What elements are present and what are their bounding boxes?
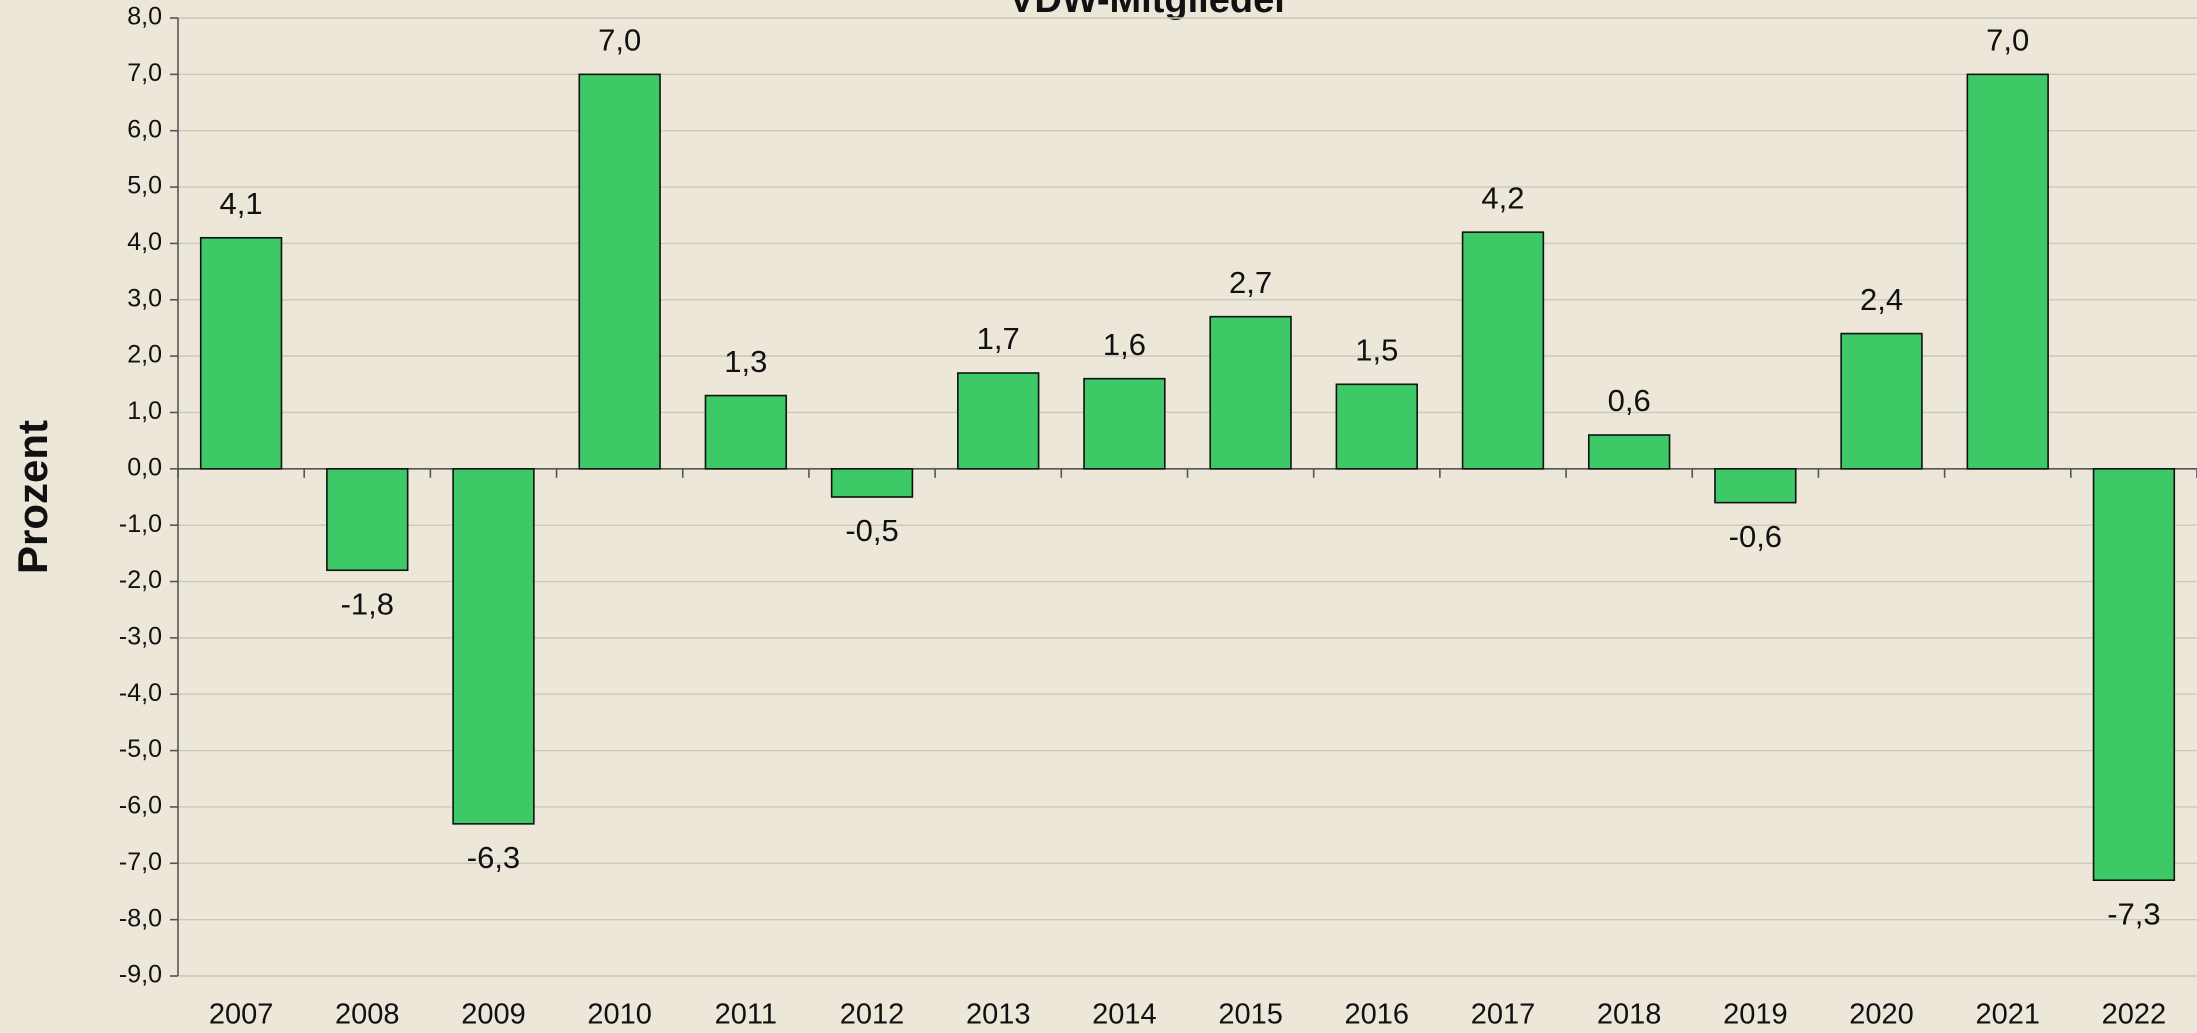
x-tick-label: 2015 xyxy=(1218,999,1283,1031)
y-axis-label: Prozent xyxy=(9,420,56,574)
bar xyxy=(2092,468,2176,881)
x-tick-label: 2018 xyxy=(1597,999,1662,1031)
bar xyxy=(1461,231,1545,470)
y-tick-label: 6,0 xyxy=(127,115,162,143)
data-label: 1,5 xyxy=(1355,332,1398,367)
x-tick-label: 2010 xyxy=(587,999,652,1031)
y-tick-label: -3,0 xyxy=(119,622,162,650)
bar xyxy=(1209,315,1292,470)
x-tick-label: 2017 xyxy=(1471,999,1536,1031)
data-label: 7,0 xyxy=(598,23,641,58)
data-label: 0,6 xyxy=(1608,383,1651,418)
x-tick-label: 2012 xyxy=(840,999,905,1031)
bar xyxy=(1714,468,1797,504)
x-tick-label: 2016 xyxy=(1345,999,1410,1031)
data-label: 4,2 xyxy=(1481,180,1524,215)
x-tick-label: 2019 xyxy=(1723,999,1788,1031)
x-tick-label: 2009 xyxy=(461,999,526,1031)
data-label: 2,7 xyxy=(1229,265,1272,300)
data-label: -7,3 xyxy=(2107,896,2160,931)
data-label: -6,3 xyxy=(467,840,520,875)
y-tick-label: 2,0 xyxy=(127,341,162,369)
y-tick-label: 5,0 xyxy=(127,172,162,200)
bar xyxy=(1587,434,1671,470)
y-tick-label: -9,0 xyxy=(119,961,162,989)
data-label: 7,0 xyxy=(1986,23,2029,58)
data-label: 1,6 xyxy=(1103,327,1146,362)
data-label: -0,6 xyxy=(1729,519,1782,554)
y-tick-label: -6,0 xyxy=(119,792,162,820)
data-label: 4,1 xyxy=(220,186,263,221)
x-tick-label: 2022 xyxy=(2102,999,2167,1031)
bar xyxy=(957,372,1040,470)
y-tick-label: 8,0 xyxy=(127,3,162,31)
y-tick-label: 4,0 xyxy=(127,228,162,256)
y-tick-label: 1,0 xyxy=(127,397,162,425)
data-label: -0,5 xyxy=(845,513,898,548)
x-tick-label: 2014 xyxy=(1092,999,1157,1031)
x-tick-label: 2008 xyxy=(335,999,400,1031)
x-tick-label: 2021 xyxy=(1975,999,2040,1031)
bar xyxy=(1083,377,1166,470)
y-tick-label: -2,0 xyxy=(119,566,162,594)
bar xyxy=(704,394,788,470)
bar xyxy=(830,468,914,498)
y-tick-label: -5,0 xyxy=(119,735,162,763)
data-label: 2,4 xyxy=(1860,282,1903,317)
data-label: 1,3 xyxy=(724,344,767,379)
bar xyxy=(326,468,409,572)
x-tick-label: 2007 xyxy=(209,999,274,1031)
y-tick-label: -8,0 xyxy=(119,904,162,932)
bar xyxy=(452,468,535,825)
x-tick-label: 2013 xyxy=(966,999,1031,1031)
bar xyxy=(1966,73,2049,470)
bar xyxy=(199,236,283,470)
bar xyxy=(1840,332,1923,470)
y-tick-label: -7,0 xyxy=(119,848,162,876)
y-tick-label: 7,0 xyxy=(127,59,162,87)
y-tick-label: -1,0 xyxy=(119,510,162,538)
y-tick-label: 0,0 xyxy=(127,453,162,481)
chart-title: VDW-Mitglieder xyxy=(1009,0,1289,21)
x-tick-label: 2011 xyxy=(715,999,777,1031)
bar xyxy=(578,73,661,470)
bar xyxy=(1335,383,1418,470)
y-tick-label: 3,0 xyxy=(127,284,162,312)
data-label: 1,7 xyxy=(977,321,1020,356)
x-tick-label: 2020 xyxy=(1849,999,1914,1031)
y-tick-label: -4,0 xyxy=(119,679,162,707)
data-label: -1,8 xyxy=(341,586,394,621)
